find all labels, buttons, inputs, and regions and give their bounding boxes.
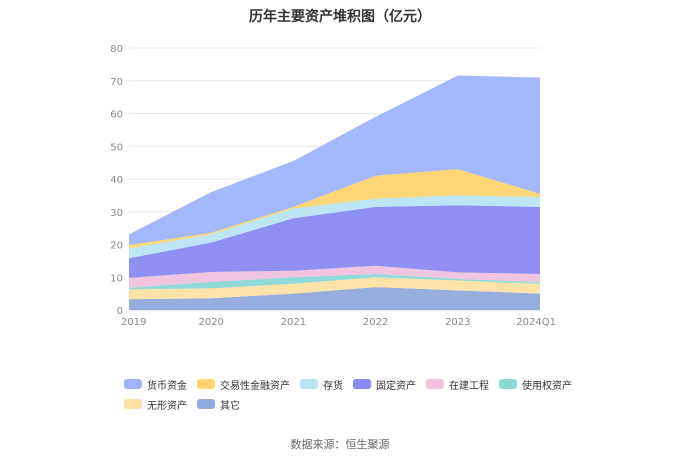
legend-item[interactable]: 交易性金融资产 — [197, 378, 290, 392]
legend-swatch — [124, 379, 142, 389]
legend-swatch — [300, 379, 318, 389]
legend-label: 存货 — [323, 380, 343, 392]
y-tick-label: 60 — [110, 110, 123, 121]
y-tick-label: 80 — [110, 44, 123, 55]
legend-item[interactable]: 固定资产 — [353, 378, 416, 392]
series-area — [129, 287, 540, 310]
x-tick-label: 2024Q1 — [516, 317, 556, 328]
legend-label: 货币资金 — [147, 380, 187, 392]
y-tick-label: 50 — [110, 142, 123, 153]
y-tick-label: 30 — [110, 208, 123, 219]
legend-label: 其它 — [220, 400, 240, 412]
x-tick-label: 2022 — [363, 317, 388, 328]
legend-swatch — [197, 379, 215, 389]
series-area — [129, 195, 540, 259]
x-tick-label: 2021 — [281, 317, 306, 328]
y-tick-label: 0 — [117, 306, 123, 317]
series-area — [129, 75, 540, 246]
legend-item[interactable]: 无形资产 — [124, 398, 187, 412]
series-area — [129, 169, 540, 249]
legend-swatch — [426, 379, 444, 389]
legend-swatch — [353, 379, 371, 389]
data-source-note: 数据来源：恒生聚源 — [290, 438, 390, 451]
stacked-area-chart: 0 10 20 30 40 50 60 70 80 2019 2020 2021 2022 2023 202… — [110, 44, 556, 328]
legend-swatch — [499, 379, 517, 389]
series-area — [129, 265, 540, 288]
series-area — [129, 205, 540, 278]
chart-title: 历年主要资产堆积图（亿元） — [249, 9, 431, 25]
series-area — [129, 277, 540, 300]
legend-label: 在建工程 — [449, 380, 489, 392]
y-tick-label: 10 — [110, 273, 123, 284]
legend-swatch — [197, 399, 215, 409]
legend-label: 固定资产 — [376, 380, 416, 392]
y-tick-label: 20 — [110, 241, 123, 252]
y-tick-label: 40 — [110, 175, 123, 186]
x-tick-label: 2023 — [445, 317, 470, 328]
legend-label: 交易性金融资产 — [220, 380, 290, 392]
legend-label: 无形资产 — [147, 400, 187, 412]
legend-item[interactable]: 货币资金 — [124, 378, 187, 392]
series-area — [129, 273, 540, 290]
y-tick-label: 70 — [110, 77, 123, 88]
legend-swatch — [124, 399, 142, 409]
x-tick-label: 2020 — [198, 317, 223, 328]
legend-item[interactable]: 存货 — [300, 378, 343, 392]
legend-item[interactable]: 在建工程 — [426, 378, 489, 392]
legend-item[interactable]: 使用权资产 — [499, 378, 572, 392]
chart-legend: 货币资金 交易性金融资产 存货 固定资产 在建工程 使用权资产无形资产 其它 — [124, 378, 584, 418]
legend-label: 使用权资产 — [522, 380, 572, 392]
x-tick-label: 2019 — [121, 317, 146, 328]
legend-item[interactable]: 其它 — [197, 398, 240, 412]
